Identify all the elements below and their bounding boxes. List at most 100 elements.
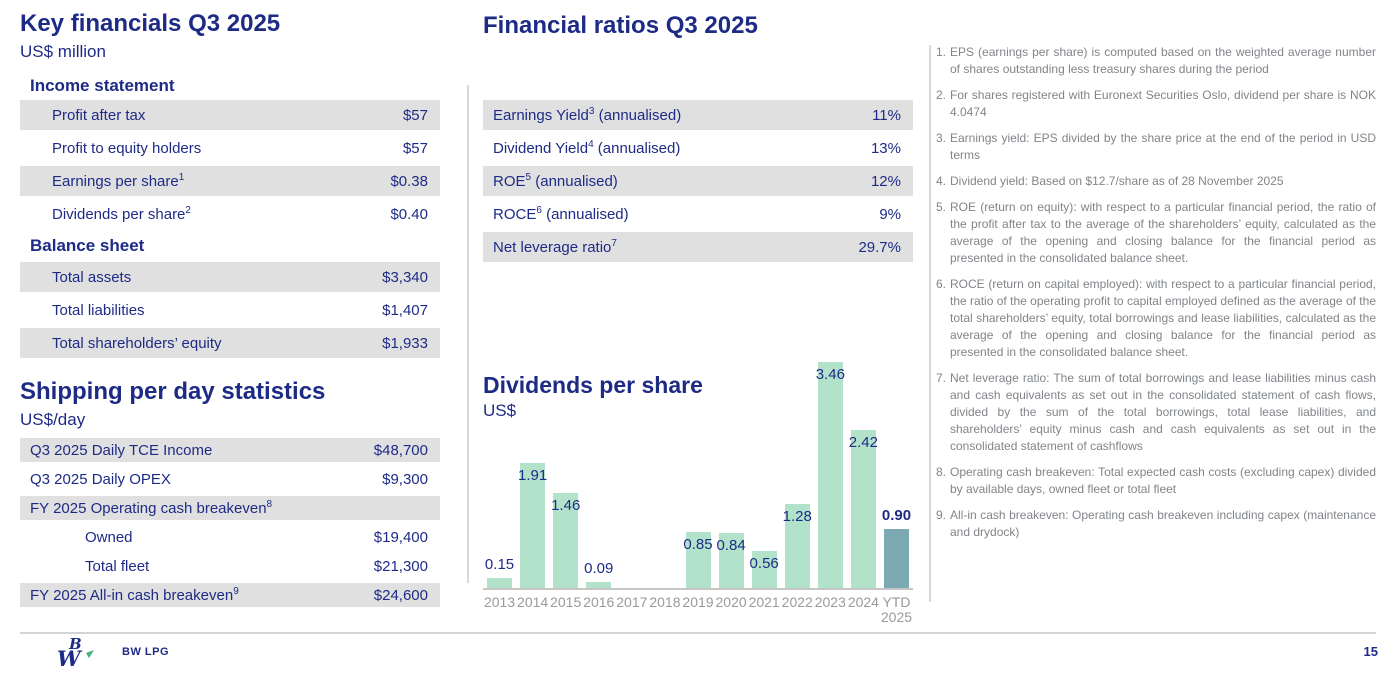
- bar-slot: [648, 359, 681, 588]
- bar-2014: [520, 463, 546, 588]
- table-row: Earnings Yield3 (annualised) 11%: [483, 100, 913, 130]
- footnote-text: Earnings yield: EPS divided by the share…: [950, 131, 1376, 162]
- footnote-number: 8.: [936, 465, 947, 479]
- table-row: Total liabilities $1,407: [20, 295, 440, 325]
- bar-value-label: 0.84: [716, 537, 746, 554]
- row-label: Earnings Yield3 (annualised): [493, 106, 682, 124]
- row-label: Total assets: [52, 268, 132, 286]
- table-row: Q3 2025 Daily OPEX $9,300: [20, 467, 440, 491]
- bar-2021: [751, 551, 777, 588]
- bar-value-label: 0.56: [749, 555, 779, 572]
- bar-value-label: 0.90: [881, 507, 912, 524]
- bar-YTD-2025: [883, 529, 909, 588]
- row-value: 13%: [870, 139, 901, 157]
- row-value: $24,600: [373, 586, 428, 604]
- bar-slot: 0.56: [748, 359, 781, 588]
- row-value: $19,400: [373, 528, 428, 546]
- bar-value-label: 0.85: [683, 536, 713, 553]
- row-value: $1,407: [382, 301, 428, 319]
- footnote-number: 7.: [936, 371, 947, 385]
- financial-ratios-table: Earnings Yield3 (annualised) 11% Dividend …: [483, 100, 913, 265]
- x-axis-label: 2018: [649, 594, 681, 610]
- footnote: 7. Net leverage ratio: The sum of total b…: [936, 370, 1376, 455]
- x-axis-label: 2023: [814, 594, 846, 610]
- row-label: Q3 2025 Daily TCE Income: [30, 441, 213, 459]
- page-number: 15: [1363, 644, 1378, 659]
- row-value: $21,300: [373, 557, 428, 575]
- row-value: $57: [402, 139, 428, 157]
- table-row: ROE5 (annualised) 12%: [483, 166, 913, 196]
- balance-sheet-table: Total assets $3,340 Total liabilities $1,40…: [20, 262, 440, 361]
- dividends-chart-title: Dividends per share: [483, 372, 703, 398]
- bar-slot: 0.90: [880, 359, 913, 588]
- bar-slot: 0.09: [582, 359, 615, 588]
- footnote-text: For shares registered with Euronext Secu…: [950, 88, 1376, 119]
- footnote-number: 1.: [936, 45, 947, 59]
- footnote-number: 5.: [936, 200, 947, 214]
- bw-lpg-logo: B W BW LPG: [56, 636, 169, 668]
- bar-2019: [685, 532, 711, 588]
- column-divider-right: [929, 45, 931, 602]
- bar-slot: 0.15: [483, 359, 516, 588]
- bar-slot: 1.28: [781, 359, 814, 588]
- row-label: FY 2025 All-in cash breakeven9: [30, 586, 239, 604]
- table-row: FY 2025 Operating cash breakeven8: [20, 496, 440, 520]
- row-label: Profit after tax: [52, 106, 146, 124]
- row-label: Total liabilities: [52, 301, 145, 319]
- footnote: 4. Dividend yield: Based on $12.7/share a…: [936, 173, 1376, 190]
- x-axis-label: 2016: [583, 594, 615, 610]
- footnote-text: ROCE (return on capital employed): with …: [950, 277, 1376, 359]
- bar-value-label: 2.42: [848, 434, 878, 451]
- footnote: 1. EPS (earnings per share) is computed b…: [936, 44, 1376, 78]
- footnote-text: Dividend yield: Based on $12.7/share as …: [950, 174, 1284, 188]
- shipping-statistics-table: Q3 2025 Daily TCE Income $48,700 Q3 2025 D…: [20, 438, 440, 612]
- x-axis-label: 2021: [748, 594, 780, 610]
- row-value: $0.38: [390, 172, 428, 190]
- bar-slot: 0.84: [715, 359, 748, 588]
- footnote-text: ROE (return on equity): with respect to …: [950, 200, 1376, 265]
- row-label: Q3 2025 Daily OPEX: [30, 470, 171, 488]
- row-label: Net leverage ratio7: [493, 238, 617, 256]
- x-axis-label: YTD 2025: [880, 594, 913, 625]
- table-row: Dividend Yield4 (annualised) 13%: [483, 133, 913, 163]
- bar-slot: 1.46: [549, 359, 582, 588]
- row-label: Total shareholders’ equity: [52, 334, 222, 352]
- footnote-text: Net leverage ratio: The sum of total bor…: [950, 371, 1376, 453]
- footnote-text: Operating cash breakeven: Total expected…: [950, 465, 1376, 496]
- row-label: Dividend Yield4 (annualised): [493, 139, 681, 157]
- footnote: 8. Operating cash breakeven: Total expect…: [936, 464, 1376, 498]
- table-row: Profit after tax $57: [20, 100, 440, 130]
- key-financials-unit: US$ million: [20, 42, 106, 61]
- shipping-statistics-title: Shipping per day statistics: [20, 378, 326, 405]
- table-row: Total assets $3,340: [20, 262, 440, 292]
- footnotes-list: 1. EPS (earnings per share) is computed b…: [936, 44, 1376, 550]
- row-value: $48,700: [373, 441, 428, 459]
- x-axis-label: 2013: [483, 594, 516, 610]
- footnote: 5. ROE (return on equity): with respect t…: [936, 199, 1376, 267]
- dividends-chart-unit: US$: [483, 401, 517, 420]
- svg-text:B: B: [68, 636, 82, 653]
- x-axis-label: 2024: [847, 594, 879, 610]
- bar-value-label: 0.09: [584, 560, 614, 577]
- footnote-text: EPS (earnings per share) is computed bas…: [950, 45, 1376, 76]
- x-axis-label: 2015: [550, 594, 582, 610]
- footnote-number: 6.: [936, 277, 947, 291]
- footnote-text: All-in cash breakeven: Operating cash br…: [950, 508, 1376, 539]
- income-statement-table: Profit after tax $57 Profit to equity hold…: [20, 100, 440, 232]
- table-row: Total shareholders’ equity $1,933: [20, 328, 440, 358]
- table-row: FY 2025 All-in cash breakeven9 $24,600: [20, 583, 440, 607]
- bar-slot: 3.46: [814, 359, 847, 588]
- footnote-number: 4.: [936, 174, 947, 188]
- x-axis-label: 2014: [517, 594, 549, 610]
- footer-divider: [20, 632, 1376, 634]
- bw-monogram-icon: B W: [57, 636, 94, 668]
- table-row: Total fleet $21,300: [20, 554, 440, 578]
- row-value: 12%: [870, 172, 901, 190]
- footnote: 9. All-in cash breakeven: Operating cash …: [936, 507, 1376, 541]
- bar-2020: [718, 533, 744, 588]
- financial-ratios-title: Financial ratios Q3 2025: [483, 12, 758, 39]
- row-value: 29.7%: [858, 238, 901, 256]
- balance-sheet-heading: Balance sheet: [30, 236, 145, 255]
- footnote-number: 9.: [936, 508, 947, 522]
- bar-slot: [615, 359, 648, 588]
